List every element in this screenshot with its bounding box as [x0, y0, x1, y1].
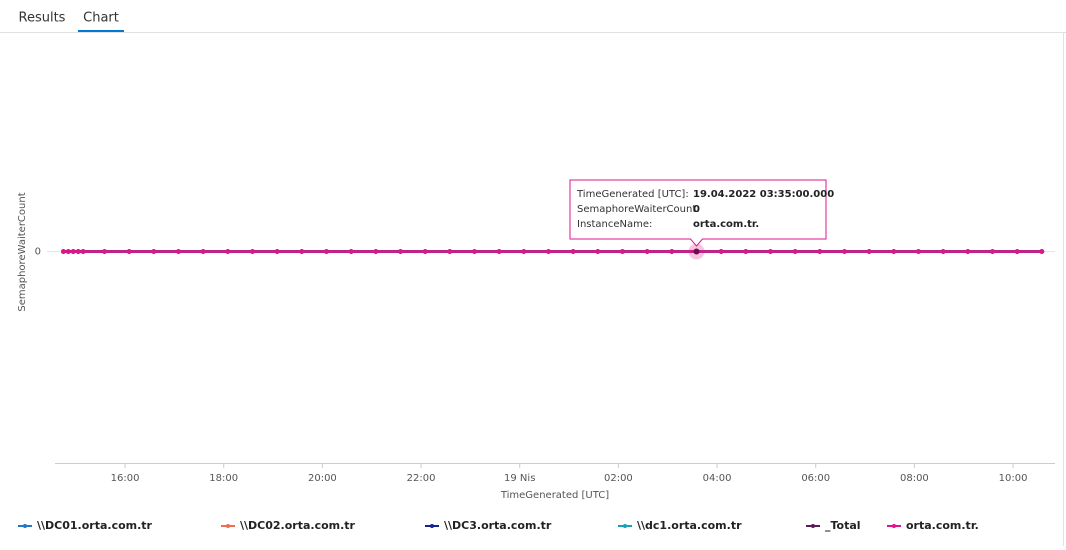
data-point — [398, 249, 403, 254]
data-point — [422, 249, 428, 254]
legend-dot — [892, 524, 896, 528]
x-tick-label: 20:00 — [308, 473, 337, 484]
y-axis-label: SemaphoreWaiterCount — [17, 192, 28, 311]
x-tick-label: 22:00 — [407, 473, 436, 484]
data-point — [817, 249, 823, 254]
x-tick-label: 10:00 — [999, 473, 1028, 484]
x-tick-label: 08:00 — [900, 473, 929, 484]
data-point — [348, 249, 354, 254]
tooltip-value: 19.04.2022 03:35:00.000 — [693, 189, 834, 200]
legend-dot — [811, 524, 815, 528]
data-point — [126, 249, 132, 254]
x-tick-label: 19 Nis — [504, 473, 535, 484]
data-point — [940, 249, 946, 254]
data-point — [570, 249, 576, 254]
data-point — [176, 249, 181, 254]
tooltip-box — [569, 179, 827, 247]
legend-label: \\dc1.orta.com.tr — [637, 519, 742, 532]
data-point — [1039, 249, 1045, 254]
data-point — [965, 249, 971, 254]
data-point — [1014, 249, 1020, 254]
data-point — [644, 249, 650, 254]
tooltip-label: SemaphoreWaiterCount: — [577, 204, 700, 215]
data-point — [595, 249, 601, 254]
legend-label: \\DC02.orta.com.tr — [240, 519, 356, 532]
legend-label: \\DC3.orta.com.tr — [444, 519, 552, 532]
data-point — [447, 249, 453, 254]
x-tick-label: 04:00 — [703, 473, 732, 484]
data-point — [324, 249, 329, 254]
data-point — [102, 249, 107, 254]
data-point — [496, 249, 502, 254]
data-point — [225, 249, 231, 254]
data-point — [472, 249, 477, 254]
data-point — [80, 249, 86, 254]
x-tick-label: 02:00 — [604, 473, 633, 484]
data-point — [61, 249, 66, 254]
data-point — [66, 249, 71, 254]
data-point — [299, 249, 305, 254]
legend-dot — [430, 524, 434, 528]
legend-dot — [226, 524, 230, 528]
x-tick-label: 16:00 — [111, 473, 140, 484]
tab-chart[interactable]: Chart — [83, 11, 119, 26]
data-point — [669, 249, 675, 254]
data-point — [274, 249, 280, 254]
data-point — [891, 249, 897, 254]
legend-label: orta.com.tr. — [906, 519, 979, 532]
hover-point — [693, 248, 700, 255]
data-point — [250, 249, 255, 254]
tooltip-label: TimeGenerated [UTC]: — [576, 189, 689, 200]
data-point — [842, 249, 847, 254]
tooltip-value: 0 — [693, 204, 700, 215]
data-point — [718, 249, 724, 254]
data-point — [546, 249, 551, 254]
x-tick-label: 06:00 — [801, 473, 830, 484]
data-point — [792, 249, 798, 254]
data-point — [916, 249, 921, 254]
data-point — [75, 249, 81, 254]
y-tick-label: 0 — [35, 247, 41, 258]
data-point — [768, 249, 773, 254]
data-point — [373, 249, 379, 254]
data-point — [521, 249, 527, 254]
legend-label: \\DC01.orta.com.tr — [37, 519, 153, 532]
data-point — [990, 249, 995, 254]
legend-label: _Total — [825, 519, 861, 532]
data-point — [743, 249, 749, 254]
tooltip-label: InstanceName: — [577, 219, 652, 230]
data-point — [620, 249, 625, 254]
data-point — [70, 249, 76, 254]
data-point — [151, 249, 157, 254]
tab-results[interactable]: Results — [19, 11, 66, 26]
tooltip-value: orta.com.tr. — [693, 219, 759, 230]
legend-dot — [623, 524, 627, 528]
data-point — [866, 249, 872, 254]
x-tick-label: 18:00 — [209, 473, 238, 484]
legend-dot — [23, 524, 27, 528]
data-point — [200, 249, 206, 254]
x-axis-label: TimeGenerated [UTC] — [500, 490, 609, 501]
